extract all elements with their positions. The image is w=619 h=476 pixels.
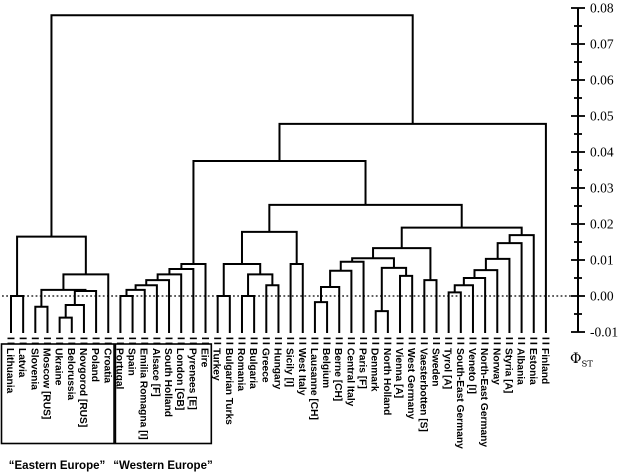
leaf-label: Novgorod [RUS] <box>77 348 88 427</box>
dendrogram-branch <box>58 316 73 333</box>
leaf-label: Romania <box>235 348 246 391</box>
leaf-label: Vaesterbotten [S] <box>417 348 428 432</box>
dendrogram-branch <box>222 262 262 296</box>
leaf-label: West Germany <box>405 348 416 419</box>
dendrogram-branch <box>73 289 98 333</box>
leaf-label: North Holland <box>381 348 392 415</box>
dendrogram-branch <box>462 277 487 333</box>
leaf-label: South Holland <box>162 348 173 417</box>
leaf-label: Greece <box>259 348 270 383</box>
axis-tick-label: 0.04 <box>590 145 614 160</box>
axis-tick-label: 0.05 <box>590 109 614 124</box>
leaf-label: Tyrol [A] <box>442 348 453 389</box>
leaf-label: Moscow [RUS] <box>40 348 51 419</box>
western-europe-box <box>114 343 213 445</box>
phi-symbol: Φ <box>570 351 581 367</box>
dendrogram-branch <box>265 284 280 333</box>
dendrogram-branch <box>34 305 49 333</box>
leaf-label: Albania <box>515 348 526 385</box>
axis-tick-label: 0.08 <box>590 1 614 16</box>
leaf-label: London [GB] <box>174 348 185 410</box>
phi-st-axis-label: ΦST <box>570 351 593 370</box>
leaf-label: Alsace [F] <box>150 348 161 397</box>
dendrogram-branch <box>289 262 304 333</box>
leaf-label: Veneto [I] <box>466 348 477 394</box>
dendrogram-branch <box>240 230 298 264</box>
leaf-label: Paris [F] <box>357 348 368 389</box>
leaf-label: North-East Germany <box>478 348 489 447</box>
leaf-label: Portugal <box>113 348 124 389</box>
leaf-label: Hungary <box>271 348 282 390</box>
leaf-label: Sweden <box>429 348 440 387</box>
leaf-label: West Italy <box>296 348 307 396</box>
axis-tick-label: 0.00 <box>590 289 614 304</box>
dendrogram-branch <box>380 266 408 312</box>
leaf-label: Central Italy <box>344 348 355 407</box>
dendrogram-tree <box>10 14 547 333</box>
axis-tick-label: 0.01 <box>590 253 614 268</box>
leaf-label: Bulgarian Turks <box>223 348 234 425</box>
leaf-label: South-East Germany <box>454 348 465 449</box>
dendrogram-branch <box>423 279 438 333</box>
group-boxes-layer <box>0 343 213 445</box>
caption-western-europe: “Western Europe” <box>113 460 212 472</box>
leaf-label: Finland <box>539 348 550 384</box>
dendrogram-branch <box>351 257 395 268</box>
caption-eastern-europe: “Eastern Europe” <box>9 460 106 472</box>
dendrogram-branch <box>329 269 353 333</box>
leaf-label: Slovenia <box>28 348 39 390</box>
leaf-label: Eire <box>199 348 210 368</box>
dendrogram-branch <box>320 286 341 333</box>
dendrogram-branch <box>447 291 462 333</box>
leaf-label: Styria [A] <box>502 348 513 393</box>
dendrogram-branch <box>62 273 110 333</box>
leaf-label: Denmark <box>369 348 380 392</box>
leaf-label: Bulgaria <box>247 348 258 389</box>
leaf-label: Pyrenees [E] <box>186 348 197 410</box>
phi-st-axis: 0.08 0.07 0.06 0.05 0.04 0.03 0.02 0.01 0.00 -0.0… <box>571 1 618 340</box>
leaf-label: Belorussia <box>65 348 76 400</box>
dendrogram-branch <box>400 226 523 249</box>
dendrogram-branch <box>399 274 414 333</box>
leaf-label: Ukraine <box>53 348 64 386</box>
dendrogram-branch <box>64 304 85 333</box>
dendrogram-branch <box>192 160 367 264</box>
leaf-label: Vienna [A] <box>393 348 404 398</box>
dendrogram-branch <box>134 284 158 333</box>
leaf-label: Emilia Romagna [I] <box>138 348 149 440</box>
leaf-label: Lithuania <box>4 348 15 394</box>
phi-subscript: ST <box>581 360 593 370</box>
dendrogram-branch <box>119 295 134 333</box>
leaf-labels-layer: Lithuania Latvia Slovenia Moscow [RUS] Ukrai… <box>4 337 550 449</box>
leaf-label: Sicily [I] <box>284 348 295 387</box>
leaf-label: Belgium <box>320 348 331 388</box>
leaf-label: Norway <box>490 348 501 385</box>
leaf-label: Estonia <box>527 348 538 385</box>
leaf-label: Berne [CH] <box>332 348 343 401</box>
axis-tick-label: -0.01 <box>590 325 618 340</box>
dendrogram-branch <box>216 295 231 333</box>
eastern-europe-box <box>0 343 115 445</box>
dendrogram-branch <box>10 295 25 333</box>
axis-tick-label: 0.03 <box>590 181 614 196</box>
axis-tick-label: 0.06 <box>590 73 614 88</box>
leaf-label: Spain <box>126 348 137 376</box>
leaf-label: Croatia <box>101 348 112 383</box>
dendrogram-branch <box>16 235 87 296</box>
dendrogram-branch <box>313 301 329 333</box>
axis-tick-label: 0.07 <box>590 37 614 52</box>
dendrogram-branch <box>240 295 256 333</box>
dendrogram-branch <box>374 310 389 333</box>
leaf-label: Lausanne [CH] <box>308 348 319 420</box>
leaf-label: Latvia <box>16 348 27 378</box>
leaf-label: Poland <box>89 348 100 382</box>
dendrogram-branch <box>50 14 414 237</box>
axis-tick-label: 0.02 <box>590 217 614 232</box>
leaf-label: Turkey <box>211 348 222 381</box>
